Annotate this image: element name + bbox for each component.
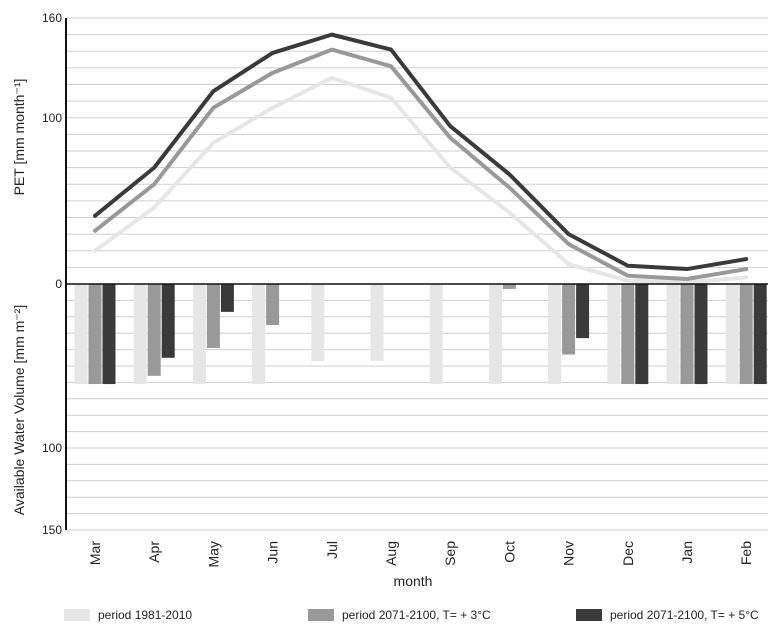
series-line-0 [93, 75, 749, 285]
x-tick-label-dec: Dec [620, 541, 636, 566]
x-tick-label-mar: Mar [87, 541, 103, 565]
x-tick-label-feb: Feb [738, 541, 754, 565]
bar-mar [102, 284, 116, 385]
bar-jul [311, 284, 325, 362]
bar-series [74, 284, 767, 385]
bar-may [220, 284, 234, 312]
y-tick-label: 100 [42, 111, 62, 125]
legend-item-1981-2010: period 1981-2010 [64, 608, 192, 622]
gridlines [66, 17, 768, 531]
x-tick-label-jul: Jul [324, 541, 340, 559]
top-y-axis-label: PET [mm month⁻¹] [11, 79, 27, 196]
x-tick-label-nov: Nov [561, 541, 577, 566]
bar-jun [266, 284, 280, 325]
tick-labels: 0 100 160 100 150 Mar Apr May Jun Jul Aug Sep Oct Nov… [42, 11, 754, 567]
axes [65, 18, 768, 530]
x-tick-label-jun: Jun [265, 541, 281, 564]
y-tick-label: 150 [42, 523, 62, 537]
bar-oct [502, 284, 516, 289]
legend-label: period 1981-2010 [98, 608, 193, 622]
legend-item-plus3: period 2071-2100, T= + 3°C [308, 608, 491, 622]
bottom-y-axis-label: Available Water Volume [mm m⁻²] [11, 305, 27, 515]
bar-dec [621, 284, 635, 385]
bar-nov [576, 284, 590, 339]
bar-feb [753, 284, 767, 385]
bar-mar [88, 284, 102, 385]
bar-may [192, 284, 206, 385]
bar-apr [161, 284, 175, 358]
legend-swatch [576, 609, 602, 621]
bar-apr [133, 284, 147, 385]
series-line-2 [93, 32, 749, 272]
bar-jan [694, 284, 708, 385]
bar-feb [725, 284, 739, 385]
y-tick-label: 0 [55, 277, 62, 291]
legend-swatch [308, 609, 334, 621]
bar-feb [739, 284, 753, 385]
x-tick-label-may: May [205, 541, 221, 567]
x-tick-label-jan: Jan [679, 541, 695, 564]
bar-jun [252, 284, 266, 385]
chart: 0 100 160 100 150 Mar Apr May Jun Jul Aug Sep Oct Nov… [11, 11, 768, 589]
x-tick-label-aug: Aug [383, 541, 399, 566]
bar-may [206, 284, 220, 348]
x-tick-label-oct: Oct [501, 541, 517, 563]
bar-aug [370, 284, 384, 362]
x-tick-label-apr: Apr [146, 541, 162, 563]
legend-label: period 2071-2100, T= + 5°C [610, 608, 759, 622]
line-series [93, 32, 749, 285]
x-axis-label: month [394, 573, 433, 589]
bar-sep [429, 284, 443, 385]
legend-label: period 2071-2100, T= + 3°C [342, 608, 491, 622]
legend-item-plus5: period 2071-2100, T= + 5°C [576, 608, 759, 622]
bar-jan [666, 284, 680, 385]
y-tick-label: 100 [42, 441, 62, 455]
bar-dec [635, 284, 649, 385]
bar-apr [147, 284, 161, 376]
bar-oct [488, 284, 502, 385]
bar-dec [607, 284, 621, 385]
bar-jan [680, 284, 694, 385]
bar-nov [548, 284, 562, 385]
x-tick-label-sep: Sep [442, 541, 458, 566]
bar-nov [562, 284, 576, 355]
series-line-1 [93, 47, 749, 282]
y-tick-label: 160 [42, 11, 62, 25]
legend-swatch [64, 609, 90, 621]
bar-mar [74, 284, 88, 385]
legend: period 1981-2010 period 2071-2100, T= + … [0, 600, 768, 624]
